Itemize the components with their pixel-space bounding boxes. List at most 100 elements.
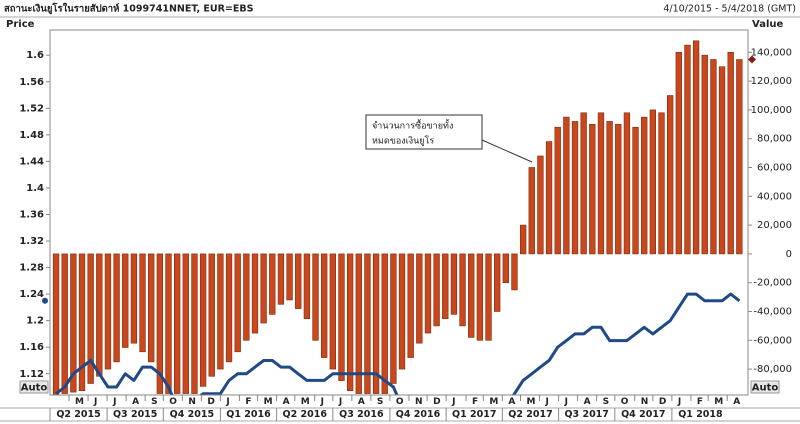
bar bbox=[130, 253, 138, 344]
x-tick-label: M bbox=[714, 397, 723, 407]
x-tick-label: J bbox=[320, 397, 324, 407]
y-tick-label: 1.16 bbox=[19, 342, 44, 353]
bar bbox=[312, 253, 319, 341]
x-tick-label: A bbox=[508, 397, 515, 407]
y-tick-label: 1.44 bbox=[19, 156, 44, 167]
bar bbox=[718, 66, 726, 255]
y2-tick-label: 120,000 bbox=[751, 76, 792, 87]
bar bbox=[372, 253, 380, 394]
bar bbox=[658, 112, 665, 255]
x-tick-label: J bbox=[564, 397, 568, 407]
bar bbox=[736, 59, 743, 255]
bar bbox=[329, 253, 336, 370]
x-tick-label: D bbox=[659, 397, 666, 407]
bar bbox=[571, 121, 579, 255]
chart-title: สถานะเงินยูโรในรายสัปดาห์ 1099741NNET, E… bbox=[4, 3, 254, 16]
bar bbox=[519, 224, 527, 255]
bar bbox=[589, 124, 596, 255]
bar bbox=[580, 112, 587, 255]
annotation-box bbox=[365, 114, 483, 150]
quarter-label: Q3 2017 bbox=[564, 409, 608, 420]
bar bbox=[355, 253, 362, 394]
x-tick-label: F bbox=[245, 397, 251, 407]
x-tick-label: S bbox=[603, 397, 609, 407]
last-value-marker bbox=[748, 55, 756, 64]
y2-axis-title: Value bbox=[752, 19, 783, 30]
y2-tick-label: 0 bbox=[786, 249, 792, 260]
bar bbox=[563, 116, 570, 255]
bar bbox=[710, 59, 717, 255]
bar bbox=[684, 44, 691, 255]
y2-tick-label: -80,000 bbox=[753, 364, 792, 375]
bar bbox=[52, 253, 60, 395]
x-tick-label: A bbox=[358, 397, 365, 407]
x-tick-label: J bbox=[545, 397, 549, 407]
bar bbox=[295, 253, 302, 309]
bar bbox=[165, 253, 172, 394]
bar bbox=[433, 253, 440, 327]
x-tick-label: D bbox=[433, 397, 440, 407]
bar bbox=[199, 253, 207, 387]
y-tick-label: 1.12 bbox=[19, 369, 44, 380]
quarter-label: Q1 2017 bbox=[452, 409, 496, 420]
auto-button[interactable] bbox=[750, 380, 780, 394]
bar bbox=[511, 253, 518, 291]
bar bbox=[139, 253, 146, 353]
plot-area bbox=[52, 40, 743, 395]
x-tick-label: A bbox=[283, 397, 290, 407]
x-tick-label: O bbox=[396, 397, 404, 407]
bar bbox=[346, 253, 354, 391]
bar bbox=[251, 253, 259, 334]
y2-tick-label: -20,000 bbox=[753, 278, 792, 289]
x-tick-label: M bbox=[527, 397, 536, 407]
bar bbox=[459, 253, 466, 327]
bar bbox=[338, 253, 345, 381]
bar bbox=[113, 253, 120, 363]
bar bbox=[554, 126, 561, 255]
price-line bbox=[55, 292, 741, 395]
auto-button[interactable] bbox=[19, 380, 49, 394]
x-tick-label: J bbox=[225, 397, 229, 407]
bar bbox=[243, 253, 250, 341]
bar bbox=[667, 95, 674, 255]
bar bbox=[303, 253, 311, 319]
y-axis-title: Price bbox=[6, 19, 35, 30]
bar bbox=[321, 253, 328, 358]
y-tick-label: 1.36 bbox=[19, 209, 44, 220]
y-tick-label: 1.6 bbox=[26, 50, 44, 61]
bar bbox=[692, 40, 700, 255]
quarter-label: Q4 2016 bbox=[396, 409, 441, 420]
bar bbox=[623, 112, 631, 255]
quarter-label: Q1 2016 bbox=[226, 409, 271, 420]
auto-button-label[interactable]: Auto bbox=[752, 383, 779, 394]
y-tick-label: 1.56 bbox=[19, 77, 44, 88]
bar bbox=[381, 253, 388, 394]
x-tick-label: O bbox=[169, 397, 177, 407]
quarter-label: Q3 2016 bbox=[339, 409, 384, 420]
y2-tick-label: 100,000 bbox=[751, 105, 792, 116]
last-price-marker bbox=[42, 297, 48, 304]
bar bbox=[269, 253, 276, 315]
bar bbox=[182, 253, 189, 394]
bar bbox=[545, 141, 553, 255]
auto-button-label[interactable]: Auto bbox=[21, 383, 48, 394]
x-tick-label: S bbox=[377, 397, 383, 407]
bar bbox=[390, 253, 397, 384]
y2-tick-label: -60,000 bbox=[753, 335, 792, 346]
bar bbox=[649, 109, 657, 255]
x-tick-label: F bbox=[472, 397, 478, 407]
bar bbox=[615, 124, 622, 255]
y2-tick-label: 20,000 bbox=[757, 220, 792, 231]
x-tick-label: M bbox=[75, 397, 84, 407]
bar bbox=[727, 52, 734, 255]
x-tick-label: A bbox=[132, 397, 139, 407]
y-tick-label: 1.2 bbox=[26, 316, 44, 327]
bar bbox=[528, 167, 535, 255]
y2-tick-label: 80,000 bbox=[757, 134, 792, 145]
bar bbox=[494, 253, 501, 312]
bar bbox=[286, 253, 293, 301]
x-tick-label: J bbox=[338, 397, 342, 407]
bar bbox=[502, 253, 509, 283]
quarter-label: Q2 2015 bbox=[56, 409, 100, 420]
plot-frame bbox=[49, 29, 749, 396]
